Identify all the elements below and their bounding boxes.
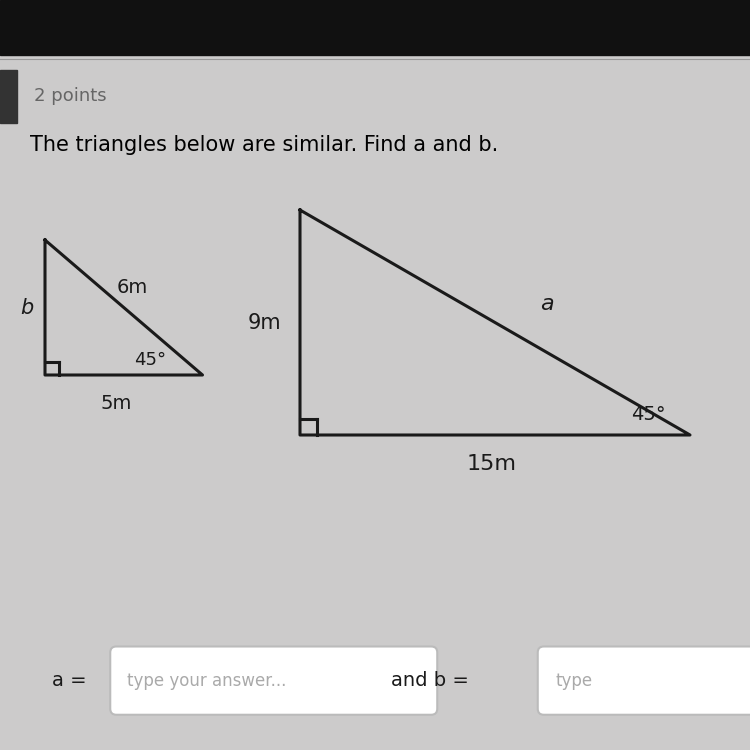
Text: 6m: 6m: [116, 278, 148, 297]
Bar: [0, 70, 16, 122]
Text: 9m: 9m: [248, 313, 281, 332]
FancyBboxPatch shape: [110, 646, 437, 715]
Text: and b =: and b =: [391, 671, 469, 690]
Bar: [0, 0, 750, 55]
Text: 45°: 45°: [632, 405, 666, 424]
Text: b: b: [20, 298, 34, 317]
Text: a =: a =: [52, 671, 86, 690]
Text: The triangles below are similar. Find a and b.: The triangles below are similar. Find a …: [30, 135, 498, 155]
Text: type: type: [555, 672, 592, 690]
Text: 15m: 15m: [466, 454, 516, 474]
Text: 2 points: 2 points: [34, 87, 106, 105]
Text: 5m: 5m: [100, 394, 132, 412]
Text: 45°: 45°: [134, 351, 166, 369]
Text: type your answer...: type your answer...: [128, 672, 286, 690]
Text: a: a: [540, 294, 554, 314]
FancyBboxPatch shape: [538, 646, 750, 715]
